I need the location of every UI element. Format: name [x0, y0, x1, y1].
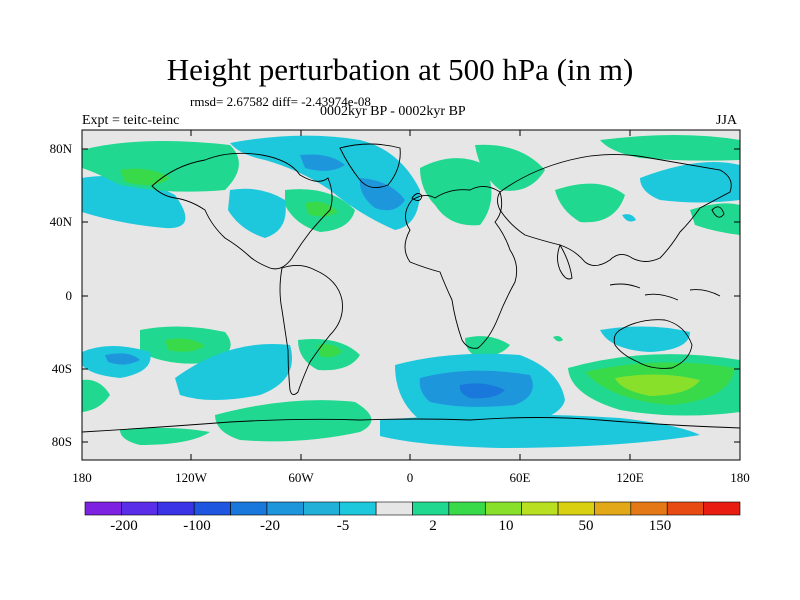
contour-fills — [82, 135, 740, 448]
colorbar-box — [339, 501, 377, 516]
colorbar-label: 150 — [648, 518, 672, 534]
season-label: JJA — [716, 113, 738, 128]
map-frame — [81, 129, 741, 461]
colorbar-box — [594, 501, 632, 516]
lat-label: 40S — [51, 361, 72, 376]
colorbar-box — [266, 501, 304, 516]
contour-npac-east-cyan — [640, 161, 740, 203]
colorbar-label: 50 — [578, 518, 594, 534]
contour-greenland-blue — [359, 178, 405, 211]
colorbar-box — [630, 501, 668, 516]
colorbar-label: -20 — [260, 518, 280, 534]
contour-spac-blue-w — [105, 353, 140, 365]
coast-australia — [613, 319, 693, 369]
lon-label: 60W — [288, 470, 314, 485]
lat-label: 40N — [49, 214, 72, 229]
lon-label: 0 — [406, 470, 414, 485]
contour-spac-cyan-mid — [175, 343, 292, 400]
coast-greenland — [339, 143, 401, 189]
lat-label: 80S — [51, 434, 72, 449]
stats-line: rmsd= 2.67582 diff= -2.43974e-08 — [190, 94, 371, 109]
lon-label: 120E — [616, 470, 644, 485]
contour-europe-green — [420, 158, 492, 226]
colorbar-label: 2 — [429, 518, 437, 534]
colorbar-box — [557, 501, 595, 516]
colorbar-box — [448, 501, 486, 516]
colorbar-box — [193, 501, 231, 516]
coast-north-america — [151, 152, 333, 270]
colorbar-box — [157, 501, 195, 516]
figure-title: Height perturbation at 500 hPa (in m) — [166, 52, 634, 87]
contour-satl-deepblue — [459, 383, 505, 399]
colorbar-box — [666, 501, 704, 516]
colorbar-box — [375, 501, 413, 516]
contour-spac-lightgreen — [165, 338, 205, 352]
colorbar-label: 10 — [498, 518, 514, 534]
contour-npac-green — [82, 141, 239, 192]
colorbar-box — [230, 501, 268, 516]
contour-spac-east-yellow — [615, 374, 700, 396]
lon-label: 180 — [730, 470, 750, 485]
contour-namer-lightgreen — [305, 201, 338, 217]
colorbar-box — [412, 501, 450, 516]
coast-europe-africa — [404, 186, 518, 349]
colorbar-label: -5 — [336, 518, 350, 534]
lon-label: 120W — [175, 470, 207, 485]
colorbar-label: -100 — [183, 518, 211, 534]
contour-antarctic-green — [215, 400, 372, 442]
coast-asia — [497, 154, 732, 266]
contour-asia-cyan-small — [622, 214, 636, 222]
contour-arctic-green — [475, 144, 545, 191]
contour-indian-green-small — [553, 336, 563, 342]
lat-label: 0 — [65, 288, 73, 303]
contour-sam-lightgreen — [318, 344, 342, 358]
experiment-label: Expt = teitc-teinc — [82, 113, 180, 128]
coast-uk — [411, 193, 423, 201]
contour-spac-green-s — [120, 427, 210, 445]
coast-south-america — [279, 265, 343, 395]
coast-japan — [711, 206, 725, 218]
colorbar-box — [521, 501, 559, 516]
contour-africa-green — [465, 336, 510, 357]
contour-namer-cyan — [228, 188, 286, 238]
lon-label: 60E — [509, 470, 531, 485]
colorbar-label: -200 — [110, 518, 138, 534]
colorbar-box — [703, 501, 741, 516]
contour-nwpac-green — [690, 203, 740, 235]
coast-antarctica — [81, 417, 741, 433]
contour-asia-green — [555, 183, 625, 223]
contour-fareast-green — [600, 135, 740, 161]
axis-ticks — [81, 130, 741, 460]
colorbar-box — [303, 501, 341, 516]
coast-indonesia — [609, 283, 721, 301]
colorbar-box — [484, 501, 522, 516]
colorbar-boxes — [84, 501, 741, 516]
colorbar-box — [84, 501, 122, 516]
coast-india — [557, 243, 573, 280]
lon-label: 180 — [72, 470, 92, 485]
colorbar-box — [121, 501, 159, 516]
coastlines — [81, 143, 741, 433]
contour-antarctic-cyan — [380, 414, 700, 448]
contour-arctic-blue — [300, 154, 345, 171]
period-label: 0002kyr BP - 0002kyr BP — [320, 104, 466, 119]
contour-indian-cyan — [600, 326, 690, 352]
contour-dateline-green — [82, 379, 110, 412]
lat-label: 80N — [49, 141, 72, 156]
